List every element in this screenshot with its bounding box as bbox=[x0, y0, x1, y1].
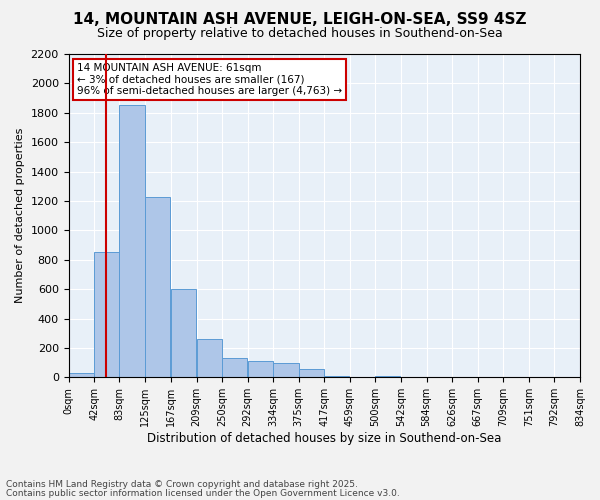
Bar bbox=[299, 368, 323, 378]
Bar bbox=[68, 373, 94, 378]
Bar bbox=[94, 252, 119, 378]
Bar bbox=[171, 289, 196, 378]
Text: Contains public sector information licensed under the Open Government Licence v3: Contains public sector information licen… bbox=[6, 488, 400, 498]
Bar bbox=[248, 361, 273, 378]
Bar bbox=[197, 339, 222, 378]
Bar bbox=[119, 106, 145, 378]
Bar bbox=[274, 362, 299, 378]
X-axis label: Distribution of detached houses by size in Southend-on-Sea: Distribution of detached houses by size … bbox=[147, 432, 502, 445]
Y-axis label: Number of detached properties: Number of detached properties bbox=[15, 128, 25, 304]
Text: Size of property relative to detached houses in Southend-on-Sea: Size of property relative to detached ho… bbox=[97, 28, 503, 40]
Bar bbox=[145, 196, 170, 378]
Text: 14 MOUNTAIN ASH AVENUE: 61sqm
← 3% of detached houses are smaller (167)
96% of s: 14 MOUNTAIN ASH AVENUE: 61sqm ← 3% of de… bbox=[77, 63, 342, 96]
Text: 14, MOUNTAIN ASH AVENUE, LEIGH-ON-SEA, SS9 4SZ: 14, MOUNTAIN ASH AVENUE, LEIGH-ON-SEA, S… bbox=[73, 12, 527, 28]
Bar bbox=[375, 376, 400, 378]
Text: Contains HM Land Registry data © Crown copyright and database right 2025.: Contains HM Land Registry data © Crown c… bbox=[6, 480, 358, 489]
Bar bbox=[222, 358, 247, 378]
Bar bbox=[324, 376, 349, 378]
